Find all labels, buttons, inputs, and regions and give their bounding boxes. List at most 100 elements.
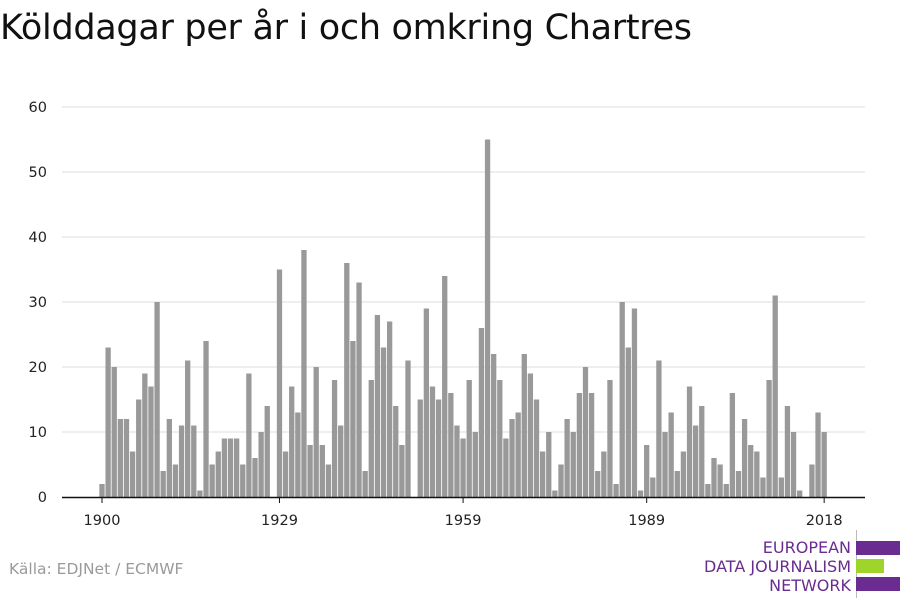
bar-1996 [686, 386, 693, 497]
bars [99, 139, 827, 497]
bar-1963 [484, 139, 491, 497]
bar-1998 [699, 406, 705, 497]
x-tick-label: 1900 [84, 513, 121, 529]
bar-2011 [778, 477, 784, 497]
bar-1936 [319, 445, 325, 497]
bar-1953 [423, 308, 430, 497]
bar-1938 [331, 380, 338, 497]
bar-1977 [570, 432, 576, 497]
bar-1920 [221, 438, 228, 497]
y-axis-tick-labels: 0 10 20 30 40 50 60 [29, 100, 47, 506]
bar-1958 [454, 425, 460, 497]
bar-1908 [148, 386, 154, 497]
bar-2000 [711, 458, 717, 497]
bar-1942 [356, 282, 362, 497]
bar-1992 [662, 432, 668, 497]
bar-2003 [729, 393, 736, 497]
bar-1994 [674, 471, 680, 497]
bar-1955 [435, 399, 442, 497]
bar-1909 [154, 302, 160, 497]
bar-2014 [797, 490, 803, 497]
bar-1957 [448, 393, 454, 497]
bar-1916 [197, 490, 203, 497]
bar-1901 [105, 347, 111, 497]
bar-1986 [625, 347, 631, 497]
bar-2005 [741, 419, 748, 497]
bar-1904 [123, 419, 130, 497]
y-tick-label: 20 [29, 360, 47, 376]
bar-1969 [521, 354, 527, 497]
bar-1982 [601, 451, 607, 497]
bar-chart: 0 10 20 30 40 50 60 1900 1929 1959 1989 2018 [29, 100, 865, 529]
bar-1921 [227, 438, 234, 497]
bar-1970 [527, 373, 534, 497]
bar-1935 [313, 367, 319, 497]
bar-1997 [692, 425, 699, 497]
bar-1990 [650, 477, 656, 497]
bar-1971 [533, 399, 540, 497]
logo-text-line-2: DATA JOURNALISM [704, 557, 851, 576]
bar-2010 [772, 295, 778, 497]
bar-1973 [546, 432, 552, 497]
bar-1913 [178, 425, 185, 497]
bar-2016 [809, 464, 815, 497]
bar-1941 [350, 341, 356, 497]
bar-1943 [362, 471, 368, 497]
bar-1933 [301, 250, 307, 497]
bar-1927 [264, 406, 270, 497]
logo-text-line-3: NETWORK [769, 576, 851, 595]
x-axis-ticks: 1900 1929 1959 1989 2018 [84, 497, 843, 529]
bar-2017 [815, 412, 821, 497]
bar-1949 [399, 445, 405, 497]
bar-1967 [509, 419, 515, 497]
y-tick-label: 30 [29, 295, 47, 311]
y-tick-label: 60 [29, 100, 47, 116]
bar-1903 [117, 419, 124, 497]
bar-1988 [637, 490, 644, 497]
bar-2007 [754, 451, 760, 497]
bar-1926 [258, 432, 264, 497]
bar-2009 [766, 380, 772, 497]
bar-1978 [576, 393, 583, 497]
bar-1954 [429, 386, 436, 497]
bar-1965 [497, 380, 503, 497]
bar-1966 [503, 438, 509, 497]
bar-1934 [307, 445, 313, 497]
bar-1937 [325, 464, 332, 497]
bar-1968 [515, 412, 521, 497]
y-tick-label: 50 [29, 165, 47, 181]
bar-1924 [246, 373, 252, 497]
bar-1989 [644, 445, 650, 497]
bar-1915 [191, 425, 197, 497]
bar-1984 [613, 484, 619, 497]
y-tick-label: 40 [29, 230, 47, 246]
bar-1910 [160, 471, 166, 497]
bar-1923 [240, 464, 246, 497]
bar-1987 [631, 308, 638, 497]
bar-1985 [619, 302, 625, 497]
bar-2001 [717, 464, 723, 497]
bar-1999 [705, 484, 711, 497]
bar-1914 [185, 360, 191, 497]
bar-1932 [295, 412, 301, 497]
bar-1993 [668, 412, 674, 497]
bar-1947 [386, 321, 393, 497]
bar-1979 [582, 367, 589, 497]
bar-1961 [472, 432, 478, 497]
bar-1939 [338, 425, 344, 497]
bar-1983 [607, 380, 613, 497]
x-tick-label: 2018 [806, 513, 843, 529]
bar-1918 [209, 464, 215, 497]
bar-1976 [564, 419, 570, 497]
logo-bar-1 [856, 541, 900, 555]
bar-1917 [203, 341, 209, 497]
bar-1991 [656, 360, 662, 497]
bar-1962 [478, 328, 485, 497]
bar-2008 [760, 477, 766, 497]
bar-1906 [136, 399, 142, 497]
bar-1974 [552, 490, 558, 497]
bar-2002 [723, 484, 729, 497]
x-tick-label: 1959 [445, 513, 482, 529]
bar-1907 [142, 373, 148, 497]
x-tick-label: 1929 [261, 513, 298, 529]
